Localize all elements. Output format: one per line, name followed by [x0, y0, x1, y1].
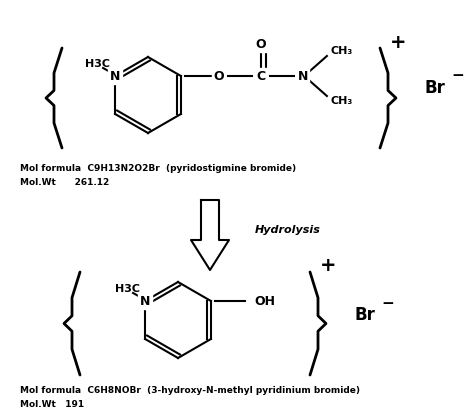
Text: N: N — [298, 69, 308, 83]
Text: Br: Br — [355, 306, 375, 324]
Text: Mol.Wt      261.12: Mol.Wt 261.12 — [20, 178, 109, 187]
Text: O: O — [214, 69, 224, 83]
Text: OH: OH — [254, 295, 275, 307]
Polygon shape — [191, 200, 229, 270]
Text: N: N — [140, 295, 150, 307]
Text: CH₃: CH₃ — [331, 46, 353, 56]
Text: O: O — [255, 37, 266, 51]
Text: +: + — [390, 32, 406, 51]
Text: H3C: H3C — [84, 59, 109, 69]
Text: CH₃: CH₃ — [331, 96, 353, 106]
Text: Hydrolysis: Hydrolysis — [255, 225, 321, 235]
Text: H3C: H3C — [115, 284, 139, 294]
Text: +: + — [320, 256, 336, 275]
Text: Br: Br — [425, 79, 446, 97]
Text: Mol formula  C9H13N2O2Br  (pyridostigmine bromide): Mol formula C9H13N2O2Br (pyridostigmine … — [20, 164, 296, 173]
Text: Mol formula  C6H8NOBr  (3-hydroxy-N-methyl pyridinium bromide): Mol formula C6H8NOBr (3-hydroxy-N-methyl… — [20, 386, 360, 395]
Text: C: C — [256, 69, 265, 83]
Text: −: − — [382, 296, 394, 310]
Text: −: − — [452, 69, 465, 83]
Text: N: N — [110, 69, 120, 83]
Text: Mol.Wt   191: Mol.Wt 191 — [20, 399, 84, 409]
